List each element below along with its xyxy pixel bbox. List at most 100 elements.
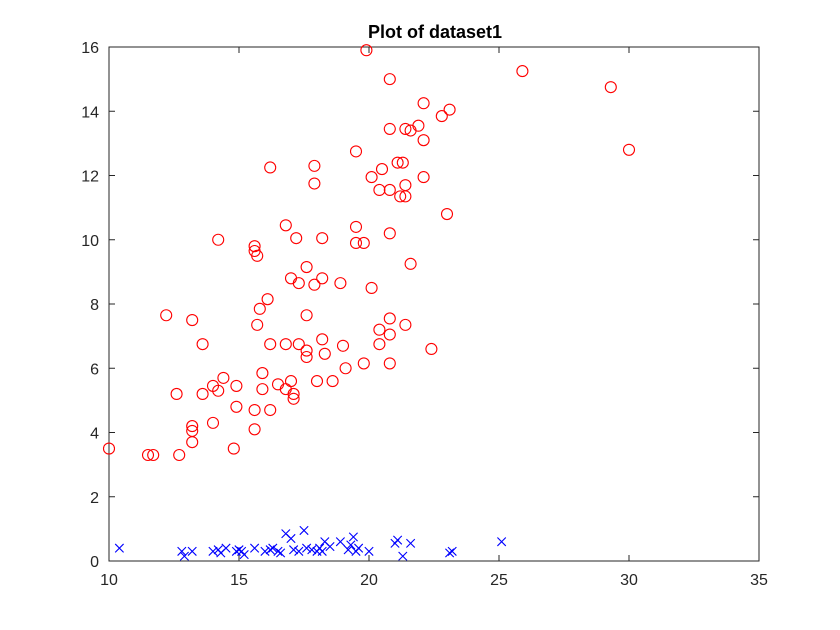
circle-point bbox=[141, 448, 155, 462]
y-tick-label: 0 bbox=[90, 554, 99, 571]
cross-point bbox=[208, 546, 218, 556]
circle-point bbox=[147, 448, 160, 462]
circle-point bbox=[396, 156, 409, 169]
circle-point bbox=[251, 249, 264, 262]
y-tick-label: 10 bbox=[81, 233, 99, 250]
y-tick-label: 2 bbox=[90, 490, 99, 507]
circle-point bbox=[383, 328, 396, 341]
cross-point bbox=[250, 543, 260, 553]
circle-point bbox=[261, 293, 274, 306]
circle-point bbox=[248, 423, 261, 436]
cross-point bbox=[239, 549, 249, 560]
circle-point bbox=[186, 314, 199, 327]
circle-point bbox=[399, 318, 412, 331]
x-tick-label: 35 bbox=[750, 572, 768, 589]
cross-point bbox=[364, 546, 374, 556]
circle-point bbox=[292, 338, 305, 351]
circle-point bbox=[173, 448, 186, 462]
circle-point bbox=[357, 357, 370, 370]
circle-point bbox=[160, 309, 173, 322]
circle-point bbox=[373, 183, 386, 197]
circle-point bbox=[212, 233, 225, 246]
cross-point bbox=[268, 543, 278, 553]
series-1 bbox=[102, 44, 636, 462]
circle-point bbox=[604, 81, 617, 94]
circle-point bbox=[622, 143, 636, 156]
circle-point bbox=[264, 161, 277, 174]
circle-point bbox=[102, 442, 116, 455]
circle-point bbox=[318, 347, 331, 360]
circle-point bbox=[284, 375, 298, 388]
y-tick-label: 12 bbox=[81, 169, 99, 186]
cross-point bbox=[406, 538, 416, 548]
circle-point bbox=[404, 257, 417, 270]
circle-point bbox=[186, 436, 199, 449]
axis-ticks bbox=[108, 46, 760, 562]
cross-point bbox=[343, 545, 353, 555]
y-tick-label: 16 bbox=[81, 40, 99, 57]
circle-point bbox=[349, 220, 363, 233]
x-tick-label: 25 bbox=[490, 572, 508, 589]
circle-point bbox=[443, 103, 456, 116]
cross-point bbox=[299, 525, 309, 536]
circle-point bbox=[308, 159, 321, 172]
circle-point bbox=[279, 219, 292, 232]
cross-point bbox=[273, 546, 283, 556]
circle-point bbox=[290, 232, 303, 245]
circle-point bbox=[284, 272, 298, 285]
cross-point bbox=[187, 546, 197, 556]
cross-point bbox=[286, 533, 296, 544]
cross-point bbox=[177, 546, 187, 556]
circle-point bbox=[230, 379, 243, 392]
circle-point bbox=[256, 383, 269, 396]
circle-point bbox=[300, 261, 313, 274]
circle-point bbox=[336, 339, 350, 352]
circle-point bbox=[339, 362, 352, 375]
circle-point bbox=[279, 383, 292, 396]
cross-point bbox=[348, 532, 358, 542]
y-tick-label: 6 bbox=[90, 361, 99, 378]
circle-point bbox=[334, 277, 347, 290]
cross-point bbox=[114, 543, 124, 553]
circle-point bbox=[383, 183, 396, 197]
circle-point bbox=[373, 338, 386, 351]
circle-point bbox=[308, 177, 321, 190]
cross-point bbox=[335, 537, 345, 547]
circle-point bbox=[316, 333, 329, 346]
plot-area bbox=[108, 46, 760, 562]
circle-point bbox=[365, 171, 378, 184]
chart-title: Plot of dataset1 bbox=[368, 22, 502, 42]
circle-point bbox=[399, 190, 412, 203]
cross-point bbox=[447, 546, 457, 556]
cross-point bbox=[260, 546, 270, 556]
circle-point bbox=[300, 350, 313, 364]
y-tick-label: 8 bbox=[90, 297, 99, 314]
y-tick-label: 14 bbox=[81, 104, 99, 121]
circle-point bbox=[248, 240, 261, 253]
cross-point bbox=[265, 545, 275, 555]
cross-point bbox=[354, 543, 364, 553]
circle-point bbox=[264, 403, 277, 417]
circle-point bbox=[253, 302, 266, 315]
circle-point bbox=[196, 338, 209, 351]
cross-point bbox=[289, 545, 299, 555]
circle-point bbox=[417, 171, 430, 184]
circle-point bbox=[310, 375, 324, 388]
circle-point bbox=[383, 312, 396, 325]
circle-point bbox=[404, 124, 417, 137]
circle-point bbox=[170, 387, 183, 401]
circle-point bbox=[287, 392, 300, 405]
circle-point bbox=[248, 403, 261, 417]
circle-point bbox=[425, 342, 438, 356]
cross-point bbox=[393, 535, 403, 545]
circle-point bbox=[349, 236, 363, 250]
circle-point bbox=[300, 344, 313, 357]
circle-point bbox=[440, 208, 454, 221]
x-tick-label: 20 bbox=[360, 572, 378, 589]
circle-point bbox=[360, 44, 373, 57]
x-tick-label: 15 bbox=[230, 572, 248, 589]
circle-point bbox=[391, 156, 404, 169]
axis-tick-labels: 10 15 20 25 30 35 0 2 4 6 8 10 12 14 16 bbox=[81, 40, 768, 589]
circle-point bbox=[271, 378, 285, 391]
